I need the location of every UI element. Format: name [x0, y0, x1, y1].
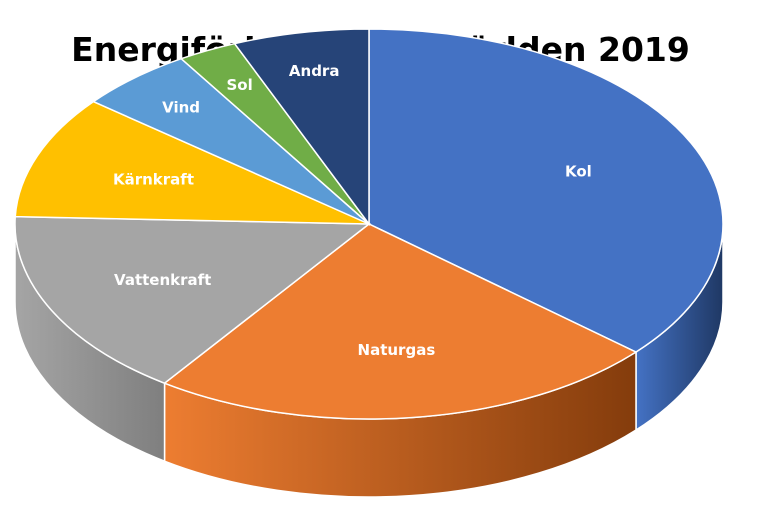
- pie-side-walls: [14, 223, 724, 498]
- slice-label-vattenkraft: Vattenkraft: [114, 271, 211, 289]
- pie-slice-andra: [233, 28, 370, 227]
- pie-slice-karnkraft: [14, 100, 370, 225]
- slice-labels: Kol Naturgas Vattenkraft Kärnkraft Vind Sol An…: [113, 62, 592, 359]
- pie-slices: [14, 28, 724, 420]
- slice-label-karnkraft: Kärnkraft: [113, 171, 194, 189]
- slice-label-sol: Sol: [227, 76, 253, 94]
- pie-slice-vattenkraft: [14, 215, 372, 385]
- slice-label-andra: Andra: [289, 62, 340, 80]
- pie-slice-naturgas: [163, 223, 638, 420]
- slice-label-naturgas: Naturgas: [358, 341, 436, 359]
- pie-slice-kol: [368, 28, 724, 353]
- slice-label-kol: Kol: [565, 162, 592, 180]
- slice-label-vind: Vind: [162, 98, 200, 116]
